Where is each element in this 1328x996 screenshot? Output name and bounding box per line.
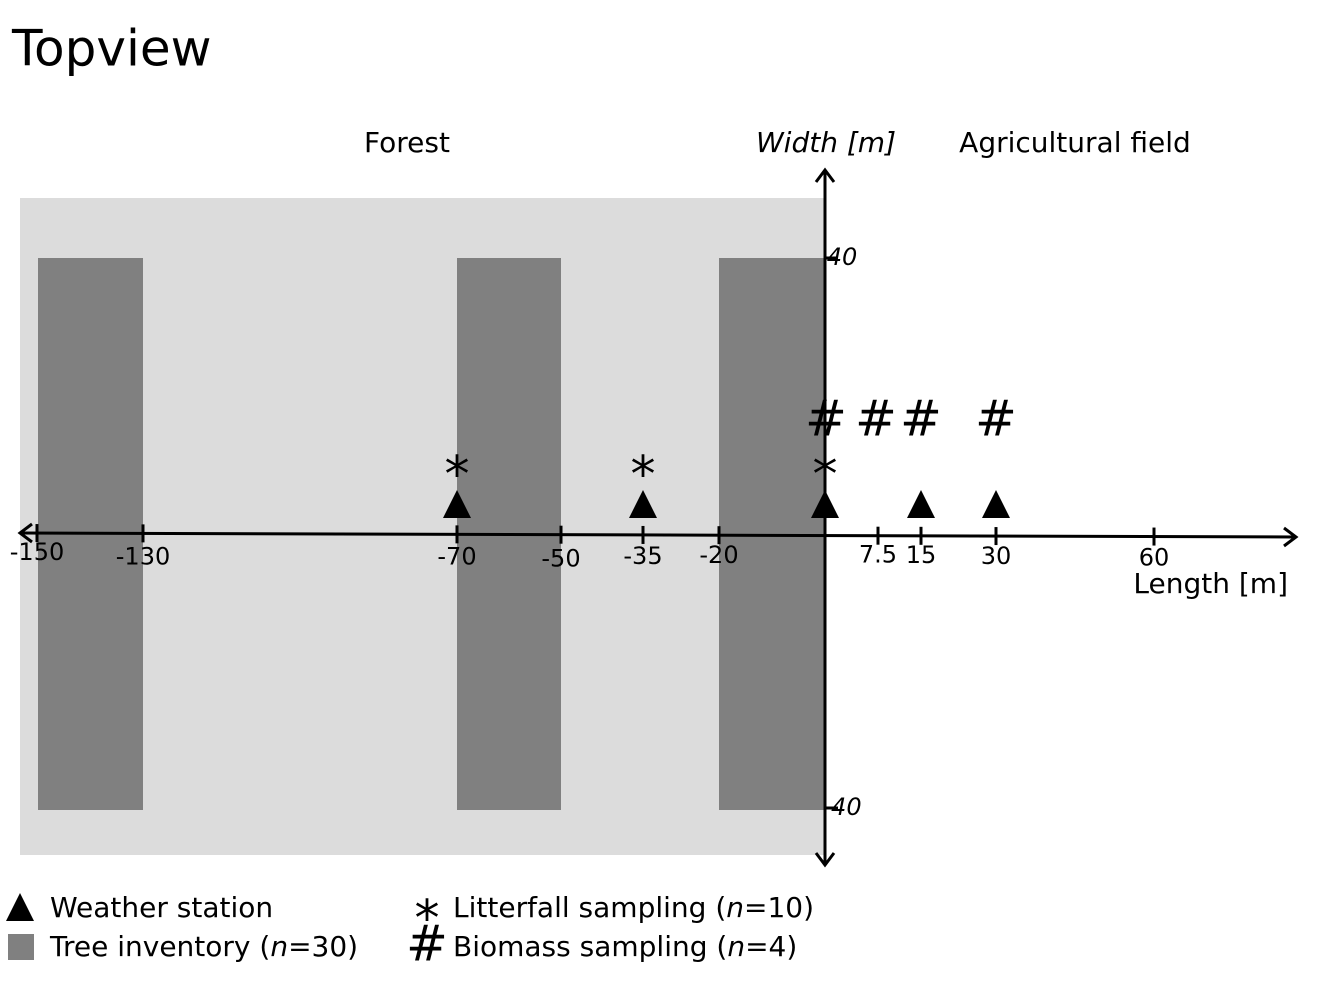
x-tick-label: 30 (981, 542, 1012, 570)
legend-text: Litterfall sampling ( (453, 891, 726, 924)
weather-station (443, 490, 471, 518)
biomass-symbol: # (975, 390, 1017, 448)
weather-station (811, 490, 839, 518)
legend-label: Tree inventory (n=30) (49, 930, 358, 963)
legend-label: Biomass sampling (n=4) (453, 930, 797, 963)
forest-label: Forest (364, 126, 450, 159)
x-tick-label: -50 (541, 545, 580, 573)
x-tick-label: 7.5 (859, 541, 897, 569)
legend-label: Weather station (50, 891, 273, 924)
x-axis-label: Length [m] (1133, 567, 1288, 600)
legend-text: Biomass sampling ( (453, 930, 727, 963)
legend-label: Litterfall sampling (n=10) (453, 891, 814, 924)
biomass-symbol: # (855, 390, 897, 448)
forest-area (20, 198, 825, 855)
x-tick-label: -150 (10, 538, 64, 566)
legend-text: Weather station (50, 891, 273, 924)
legend-text: n (727, 930, 745, 963)
litterfall-symbol: * (445, 446, 470, 504)
legend-symbol: # (406, 915, 448, 973)
litterfall-symbol: * (631, 446, 656, 504)
biomass-symbol: # (900, 390, 942, 448)
weather-station (907, 490, 935, 518)
y-axis-label: Width [m] (756, 126, 896, 159)
x-tick-label: -20 (699, 541, 738, 569)
x-tick-label: -130 (116, 542, 170, 570)
title: Topview (11, 20, 212, 78)
legend-text: n (270, 930, 288, 963)
x-tick-label: -35 (623, 542, 662, 570)
y-tick-label: -40 (822, 793, 861, 821)
legend-symbol: * (415, 890, 440, 948)
legend-text: Tree inventory ( (49, 930, 270, 963)
field-label: Agricultural field (959, 126, 1191, 159)
weather-station (982, 490, 1010, 518)
weather-station (629, 490, 657, 518)
litterfall-symbol: * (813, 446, 838, 504)
weather-station (6, 893, 34, 921)
tree-inventory-swatch (8, 934, 34, 960)
legend-text: =30) (288, 930, 358, 963)
biomass-symbol: # (805, 390, 847, 448)
legend-text: n (726, 891, 744, 924)
x-tick-label: 60 (1139, 544, 1170, 572)
y-tick-label: 40 (827, 243, 858, 271)
legend-text: =4) (745, 930, 797, 963)
x-tick-label: -70 (437, 542, 476, 570)
legend-text: =10) (744, 891, 814, 924)
x-tick-label: 15 (906, 541, 937, 569)
